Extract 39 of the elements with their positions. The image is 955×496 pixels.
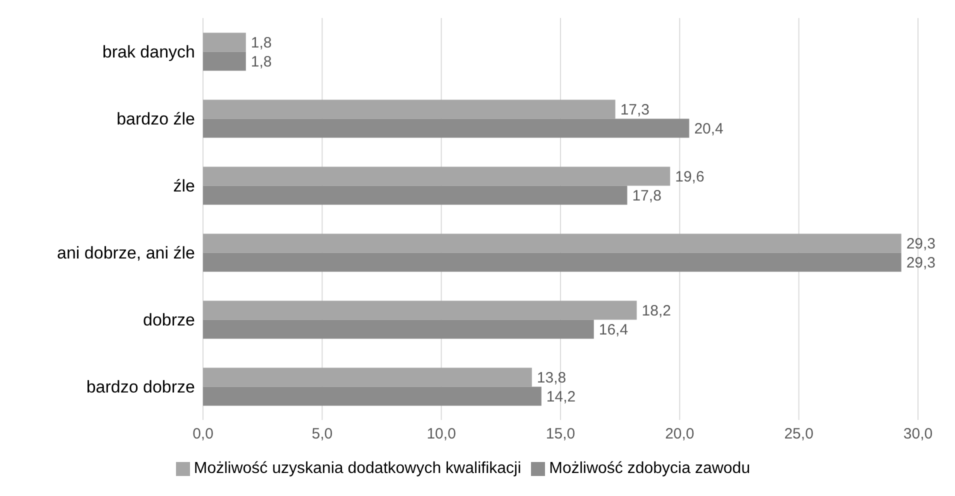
x-tick-label: 0,0 — [192, 426, 214, 443]
data-label: 1,8 — [250, 34, 272, 52]
bar — [203, 386, 542, 406]
x-tick-label: 20,0 — [665, 426, 694, 443]
data-label: 29,3 — [906, 254, 936, 272]
data-label: 1,8 — [250, 54, 272, 71]
y-tick-label: źle — [173, 176, 195, 196]
y-tick-label: ani dobrze, ani źle — [57, 244, 195, 263]
data-label: 13,8 — [536, 370, 566, 387]
data-label: 14,2 — [546, 388, 576, 406]
bar — [203, 252, 902, 272]
bar — [203, 300, 637, 320]
x-tick-label: 15,0 — [546, 426, 576, 443]
x-tick-label: 30,0 — [903, 426, 933, 443]
bar — [203, 32, 246, 52]
legend-label: Możliwość zdobycia zawodu — [549, 460, 750, 477]
data-label: 17,3 — [620, 102, 650, 119]
legend-label: Możliwość uzyskania dodatkowych kwalifikacji — [194, 460, 522, 477]
y-tick-label: dobrze — [143, 310, 195, 330]
bar — [203, 320, 594, 339]
bar — [203, 118, 690, 138]
bar — [203, 166, 670, 186]
data-label: 29,3 — [906, 236, 936, 253]
data-label: 20,4 — [694, 120, 724, 138]
data-label: 19,6 — [675, 168, 704, 186]
x-tick-label: 25,0 — [784, 426, 814, 443]
bar — [203, 186, 628, 205]
x-tick-label: 10,0 — [426, 426, 456, 443]
bar — [203, 52, 246, 71]
data-label: 16,4 — [598, 322, 628, 339]
y-tick-label: brak danych — [102, 42, 195, 62]
y-tick-label: bardzo dobrze — [86, 378, 195, 397]
data-label: 18,2 — [642, 302, 671, 320]
bar — [203, 100, 616, 119]
y-tick-label: bardzo źle — [116, 110, 195, 129]
bar — [203, 368, 532, 387]
data-label: 17,8 — [632, 188, 662, 205]
x-tick-label: 5,0 — [312, 426, 333, 443]
bar — [203, 234, 902, 253]
